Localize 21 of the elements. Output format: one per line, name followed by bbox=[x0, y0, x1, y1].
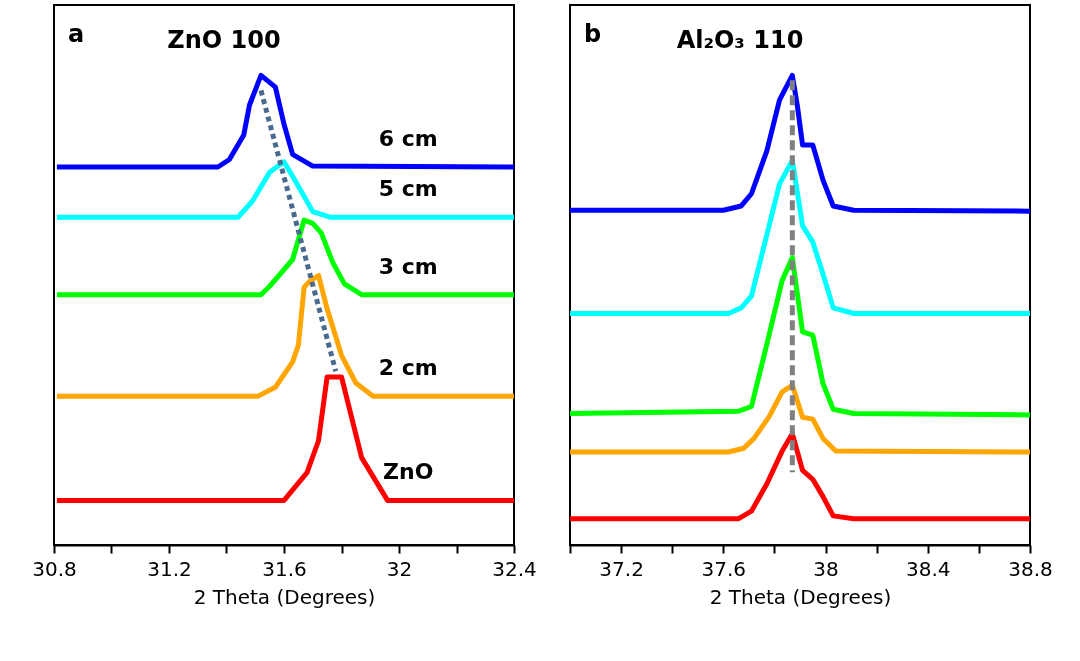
series-label: 6 cm bbox=[378, 126, 438, 151]
x-axis-title: 2 Theta (Degrees) bbox=[709, 584, 892, 609]
x-tick-label: 32.4 bbox=[492, 556, 537, 581]
series-label: 2 cm bbox=[378, 355, 438, 381]
chart-title: Al₂O₃ 110 bbox=[676, 26, 804, 54]
series-label: 5 cm bbox=[378, 176, 438, 202]
x-tick-label: 38.4 bbox=[906, 556, 951, 581]
x-tick-label: 32 bbox=[386, 556, 413, 581]
x-tick-label: 38.8 bbox=[1008, 556, 1053, 581]
x-axis-title: 2 Theta (Degrees) bbox=[193, 584, 376, 609]
series-label: 3 cm bbox=[378, 253, 438, 279]
x-tick-label: 37.2 bbox=[599, 556, 644, 581]
text: b bbox=[584, 20, 602, 48]
x-tick-label: 31.2 bbox=[147, 556, 192, 581]
x-tick-label: 31.6 bbox=[262, 556, 307, 581]
x-tick-label: 37.6 bbox=[701, 556, 747, 581]
text: a bbox=[68, 20, 85, 48]
x-tick-label: 38 bbox=[813, 556, 839, 581]
series-label: ZnO bbox=[383, 459, 434, 485]
chart-title: ZnO 100 bbox=[167, 26, 281, 54]
x-tick-label: 30.8 bbox=[32, 556, 77, 581]
